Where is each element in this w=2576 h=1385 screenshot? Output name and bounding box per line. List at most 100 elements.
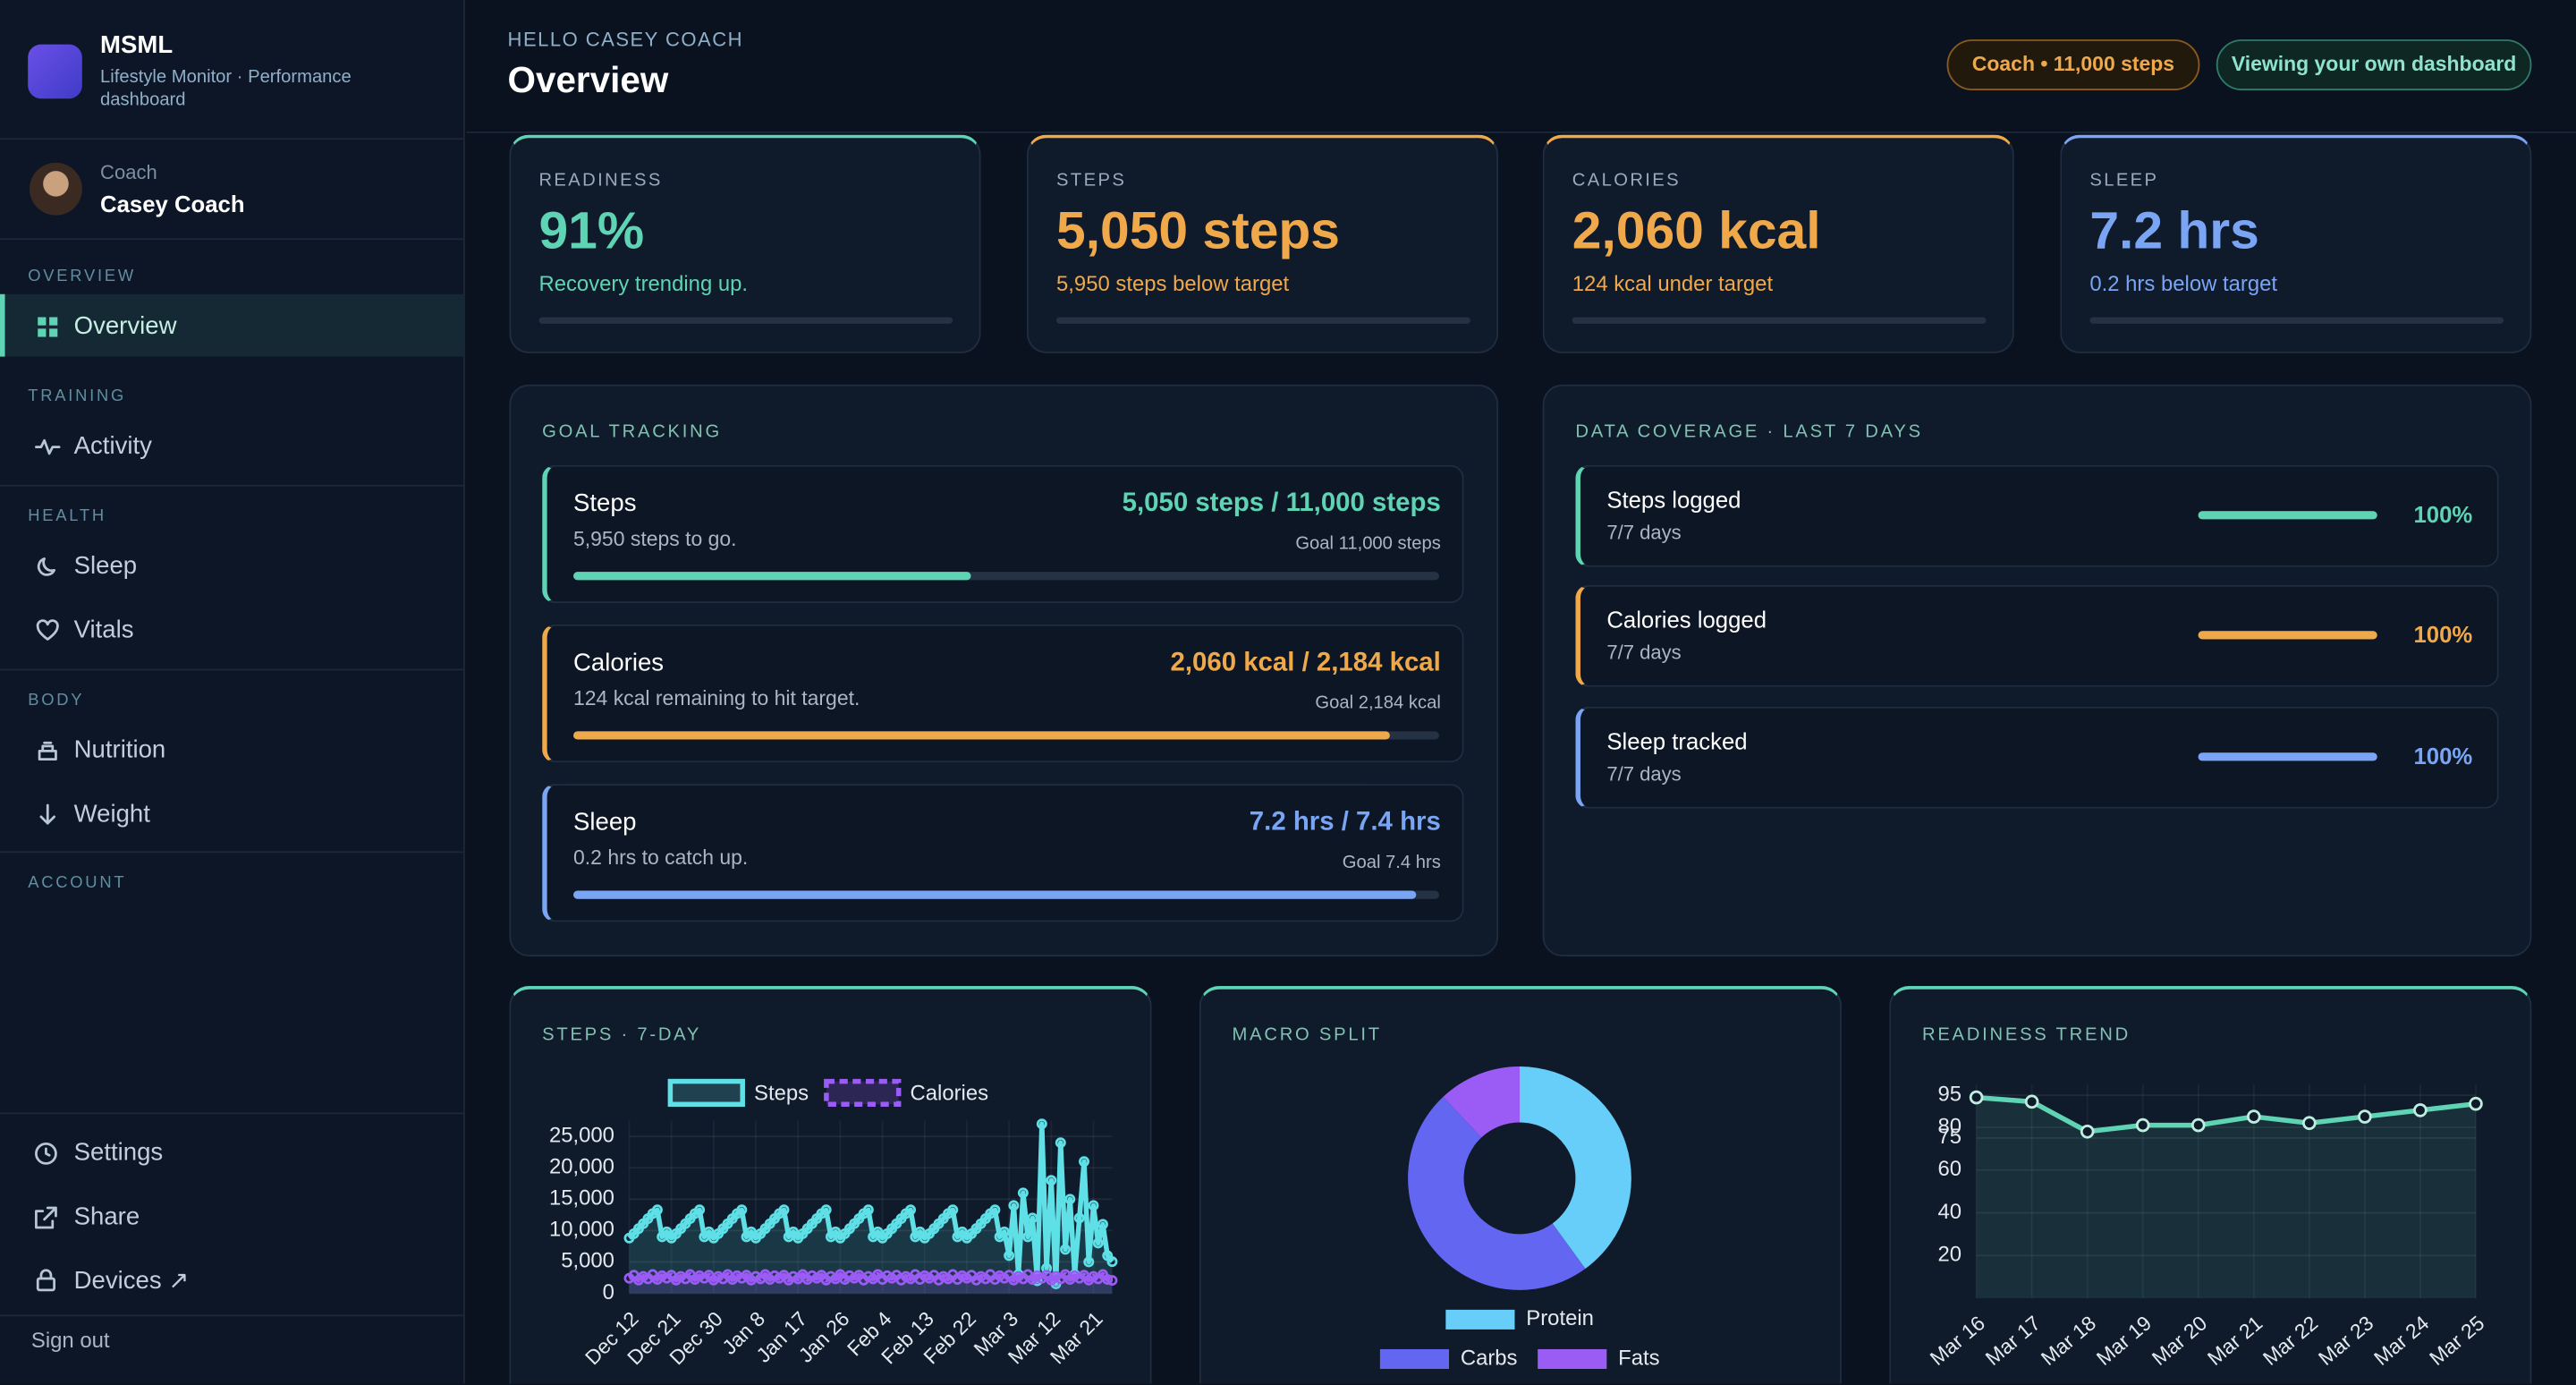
series-point [1088,1200,1099,1211]
user-name: Casey Coach [100,191,245,217]
badge: Viewing your own dashboard [2216,39,2532,91]
kpi-value: 7.2 hrs [2089,200,2259,260]
y-tick-label: 0 [603,1280,614,1304]
series-point [905,1204,917,1216]
nav-icon [35,1142,57,1165]
section-title: TRAINING [28,387,127,406]
series-line [1976,1094,2477,1134]
nav-item[interactable]: Activity [73,432,152,461]
series-point [736,1204,748,1216]
kpi-card: SLEEP 7.2 hrs 0.2 hrs below target [2060,134,2532,353]
legend-label: Calories [911,1082,989,1106]
donut-slice [1443,1066,1520,1138]
series-point [651,1204,663,1216]
page-title: Overview [507,59,669,101]
coverage-track [2198,511,2377,520]
nav-item[interactable]: Settings [73,1138,164,1168]
brand: MSML [100,30,174,60]
series-point [778,1204,790,1216]
section-title: OVERVIEW [28,268,136,286]
goal-target: Goal 11,000 steps [1295,533,1441,554]
goal-value: 7.2 hrs / 7.4 hrs [1249,808,1441,837]
divider [0,238,465,241]
x-tick-label: Mar 21 [2203,1311,2267,1370]
coverage-name: Sleep tracked [1606,727,1748,755]
series-point [862,1204,874,1216]
coverage-note: 7/7 days [1606,521,1682,544]
nav-item[interactable]: Share [73,1202,140,1231]
x-tick-label: Mar 20 [2148,1311,2211,1370]
nav-icon [36,1269,55,1292]
legend-label: Carbs [1461,1346,1518,1370]
coverage-pct: 100% [2413,621,2473,648]
panel-title: MACRO SPLIT [1232,1025,1382,1046]
series-point [1079,1156,1089,1168]
user-role: Coach [100,161,157,184]
series-point [1022,1231,1034,1243]
coverage-bar [2198,752,2377,761]
series-point [989,1204,1001,1216]
series-point [2024,1094,2039,1109]
goal-note: 124 kcal remaining to hit target. [573,686,860,710]
nav-item[interactable]: Sleep [73,552,138,581]
coverage-bar [2198,631,2377,640]
coverage-item: Calories logged 7/7 days 100% [1575,584,2499,687]
divider [0,138,465,140]
kpi-value: 91% [538,200,645,260]
series-point [1004,1250,1015,1262]
coverage-bar [2198,511,2377,520]
kpi-value: 5,050 steps [1056,200,1340,260]
goal-item: Calories 124 kcal remaining to hit target… [542,624,1464,763]
goal-track [573,731,1439,740]
series-point [694,1204,706,1216]
series-point [1055,1137,1066,1149]
panel-title: READINESS TREND [1921,1025,2131,1046]
series-point [1041,1262,1053,1274]
nav-item[interactable]: Overview [73,311,177,341]
nav-icon [35,438,61,455]
goal-note: 5,950 steps to go. [573,527,737,551]
series-point [1027,1212,1038,1224]
divider [0,1112,465,1115]
nav-item[interactable]: Nutrition [73,735,166,765]
y-tick-label: 15,000 [549,1186,614,1211]
series-point [998,1226,1010,1237]
kpi-card: CALORIES 2,060 kcal 124 kcal under target [1542,134,2014,353]
coverage-name: Calories logged [1606,606,1767,633]
legend-swatch [1538,1348,1607,1370]
y-tick-label: 80 [1938,1114,1962,1138]
nav-item[interactable]: Devices ↗ [73,1267,190,1296]
legend-label: Protein [1526,1306,1594,1330]
coverage-pct: 100% [2413,743,2473,769]
kpi-card: STEPS 5,050 steps 5,950 steps below target [1026,134,1499,353]
nav-item[interactable]: Weight [73,800,150,828]
series-point [2246,1109,2261,1124]
goal-item: Sleep 0.2 hrs to catch up. 7.2 hrs / 7.4 h… [542,784,1464,922]
sidebar: MSML Lifestyle Monitor · Performance dash… [0,0,465,1384]
legend-label: Fats [1618,1346,1659,1370]
greeting: HELLO CASEY COACH [507,28,743,51]
goal-value: 2,060 kcal / 2,184 kcal [1170,649,1441,677]
y-tick-label: 25,000 [549,1123,614,1147]
kpi-label: CALORIES [1572,171,1682,191]
goal-item: Steps 5,950 steps to go. 5,050 steps / 11,… [542,464,1464,604]
series-point [1092,1237,1104,1249]
series-point [2190,1117,2206,1133]
kpi-value: 2,060 kcal [1572,200,1821,260]
section-title: BODY [28,692,85,710]
nav-icon [38,317,58,337]
nav-icon [38,741,57,760]
goal-name: Steps [573,489,637,518]
nav-item[interactable]: Vitals [73,616,134,645]
y-tick-label: 5,000 [561,1249,614,1273]
kpi-note: Recovery trending up. [538,271,749,296]
series-point [1073,1212,1085,1224]
legend-swatch [1445,1309,1515,1330]
legend-label: Steps [754,1082,809,1106]
goal-target: Goal 2,184 kcal [1315,693,1441,714]
y-tick-label: 95 [1938,1082,1962,1106]
donut-slice [1519,1066,1631,1269]
series-point [2302,1116,2317,1131]
sign-out[interactable]: Sign out [30,1328,110,1353]
